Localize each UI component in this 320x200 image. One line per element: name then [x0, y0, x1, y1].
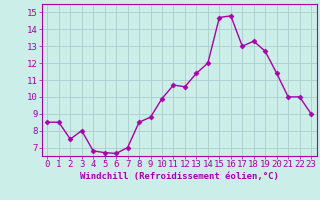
X-axis label: Windchill (Refroidissement éolien,°C): Windchill (Refroidissement éolien,°C) — [80, 172, 279, 181]
